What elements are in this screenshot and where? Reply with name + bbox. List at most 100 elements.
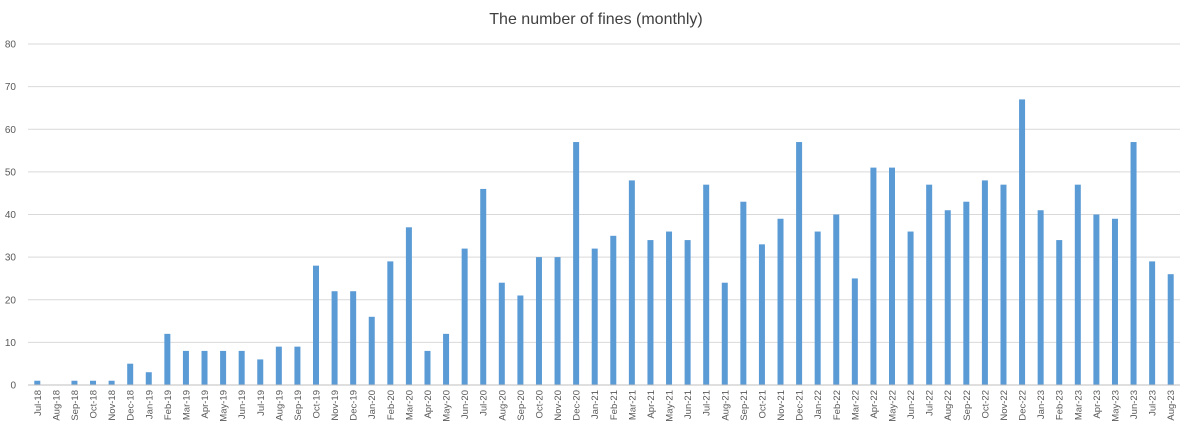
bar-jan-22: [814, 231, 821, 385]
x-tick-label: Dec-22: [1018, 390, 1029, 421]
y-tick-label: 10: [5, 338, 17, 349]
chart-title: The number of fines (monthly): [489, 11, 702, 28]
bar-jun-21: [684, 240, 691, 385]
x-tick-label: Oct-18: [89, 390, 100, 419]
bar-dec-20: [573, 142, 580, 385]
bar-may-22: [889, 167, 895, 385]
x-tick-label: Aug-22: [943, 390, 954, 421]
bar-may-21: [666, 231, 673, 385]
x-tick-label: Feb-22: [832, 390, 843, 420]
bar-nov-18: [108, 380, 115, 385]
y-tick-label: 0: [10, 381, 16, 392]
bar-feb-23: [1056, 240, 1063, 385]
y-tick-label: 70: [5, 82, 17, 93]
bar-oct-19: [313, 265, 319, 385]
x-tick-label: Sep-20: [516, 390, 527, 421]
bar-mar-23: [1074, 184, 1081, 385]
bar-apr-23: [1093, 214, 1100, 385]
bar-nov-19: [331, 291, 338, 385]
x-tick-label: Mar-21: [627, 390, 638, 420]
bar-apr-22: [870, 167, 877, 385]
x-tick-label: Jan-19: [144, 390, 155, 419]
bar-feb-20: [387, 261, 394, 385]
x-tick-label: Nov-21: [776, 390, 787, 421]
x-tick-label: Aug-19: [274, 390, 285, 421]
bar-may-23: [1111, 218, 1118, 385]
bar-jul-23: [1149, 261, 1156, 385]
x-tick-label: Mar-22: [850, 390, 861, 420]
bar-apr-20: [424, 350, 431, 385]
bar-oct-18: [90, 380, 97, 385]
x-tick-label: Jun-21: [683, 390, 694, 419]
x-tick-label: Jun-19: [237, 390, 248, 419]
x-tick-label: Mar-20: [404, 390, 415, 420]
x-tick-label: May-20: [442, 390, 453, 422]
x-tick-label: Nov-20: [553, 390, 564, 421]
x-tick-label: Sep-22: [962, 390, 973, 421]
x-tick-label: Oct-22: [980, 390, 991, 419]
x-tick-label: Apr-20: [423, 390, 434, 419]
y-tick-label: 30: [5, 253, 17, 264]
x-tick-label: Jul-18: [33, 390, 44, 416]
bar-oct-21: [758, 244, 765, 385]
y-tick-label: 60: [5, 125, 17, 136]
bar-jun-19: [238, 350, 245, 385]
bar-sep-21: [740, 201, 747, 385]
x-tick-label: May-19: [219, 390, 230, 422]
x-tick-label: Aug-21: [720, 390, 731, 421]
x-tick-label: Sep-21: [739, 390, 750, 421]
bar-mar-20: [405, 227, 412, 385]
x-tick-label: Oct-19: [312, 390, 323, 419]
x-tick-label: Feb-23: [1055, 390, 1066, 420]
x-tick-label: Mar-19: [181, 390, 192, 420]
bar-jun-22: [907, 231, 914, 385]
bar-jul-18: [34, 380, 41, 385]
bar-mar-22: [851, 278, 858, 385]
bar-jun-23: [1130, 142, 1137, 385]
bar-may-19: [220, 350, 227, 385]
bar-may-20: [443, 333, 450, 385]
x-tick-label: Nov-19: [330, 390, 341, 421]
x-tick-label: Oct-21: [757, 390, 768, 419]
x-tick-label: Feb-19: [163, 390, 174, 420]
bar-nov-20: [554, 257, 561, 385]
x-tick-label: Aug-20: [497, 390, 508, 421]
x-tick-label: May-21: [665, 390, 676, 422]
x-tick-label: Jul-23: [1148, 390, 1159, 416]
bar-nov-22: [1000, 184, 1007, 385]
bar-nov-21: [777, 218, 784, 385]
bar-apr-21: [647, 240, 654, 385]
x-tick-label: Feb-21: [609, 390, 620, 420]
x-tick-label: Apr-22: [869, 390, 880, 419]
bar-mar-19: [182, 350, 189, 385]
x-tick-label: Apr-21: [646, 390, 657, 419]
x-tick-label: Feb-20: [386, 390, 397, 420]
bar-aug-23: [1167, 274, 1174, 385]
bar-jan-20: [368, 316, 375, 385]
x-tick-label: Jun-23: [1129, 390, 1140, 419]
y-tick-label: 20: [5, 295, 17, 306]
bar-feb-19: [164, 333, 171, 385]
x-tick-label: Jul-19: [256, 390, 267, 416]
x-tick-label: Jun-22: [906, 390, 917, 419]
x-tick-label: Dec-19: [349, 390, 360, 421]
x-tick-label: Nov-22: [999, 390, 1010, 421]
bar-jan-23: [1037, 210, 1044, 385]
x-tick-label: Jul-20: [479, 390, 490, 416]
bar-jul-19: [257, 359, 264, 385]
x-tick-label: Sep-18: [70, 390, 81, 421]
x-tick-label: Jul-22: [925, 390, 936, 416]
bar-sep-18: [71, 380, 78, 385]
x-tick-label: May-22: [888, 390, 899, 422]
bar-sep-20: [517, 295, 524, 385]
x-tick-label: Dec-20: [572, 390, 583, 421]
bar-jul-22: [926, 184, 933, 385]
x-axis-tick-labels: Jul-18 Aug-18 Sep-18 Oct-18 Nov-18 Dec-18 Jan-…: [33, 390, 1177, 422]
x-tick-label: Jul-21: [702, 390, 713, 416]
bar-aug-21: [721, 282, 728, 385]
bar-oct-20: [535, 257, 542, 385]
bar-dec-18: [127, 363, 134, 385]
bar-mar-21: [628, 180, 635, 385]
